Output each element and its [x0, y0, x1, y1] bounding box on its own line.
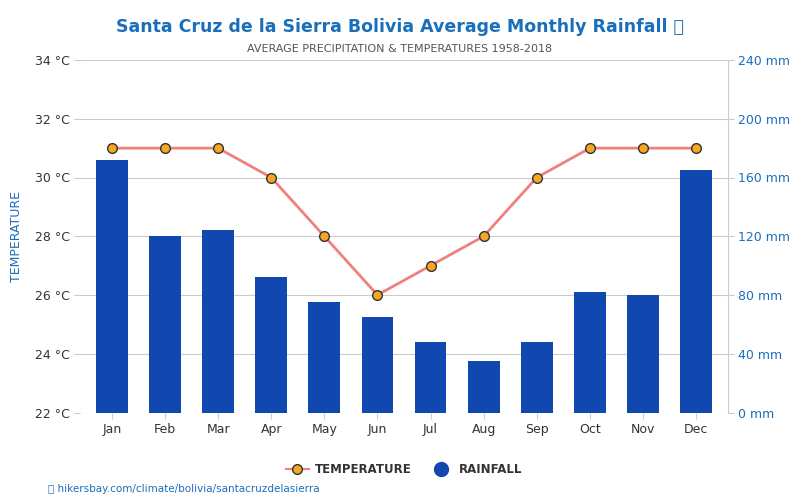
Legend: TEMPERATURE, RAINFALL: TEMPERATURE, RAINFALL [281, 458, 527, 480]
Bar [574, 292, 606, 412]
Bar [521, 342, 553, 412]
Bar [308, 302, 340, 412]
Bar [680, 170, 712, 412]
Bar [414, 342, 446, 412]
Y-axis label: Precipitation: Precipitation [798, 197, 800, 276]
Bar [96, 160, 128, 412]
Bar [627, 295, 659, 412]
Text: 📍 hikersbay.com/climate/bolivia/santacruzdelasierra: 📍 hikersbay.com/climate/bolivia/santacru… [48, 484, 320, 494]
Text: AVERAGE PRECIPITATION & TEMPERATURES 1958-2018: AVERAGE PRECIPITATION & TEMPERATURES 195… [247, 44, 553, 54]
Bar [468, 361, 500, 412]
Bar [255, 278, 287, 412]
Y-axis label: TEMPERATURE: TEMPERATURE [10, 190, 23, 282]
Text: Santa Cruz de la Sierra Bolivia Average Monthly Rainfall 🌧: Santa Cruz de la Sierra Bolivia Average … [116, 18, 684, 36]
Bar [149, 236, 181, 412]
Bar [362, 317, 394, 412]
Bar [202, 230, 234, 412]
